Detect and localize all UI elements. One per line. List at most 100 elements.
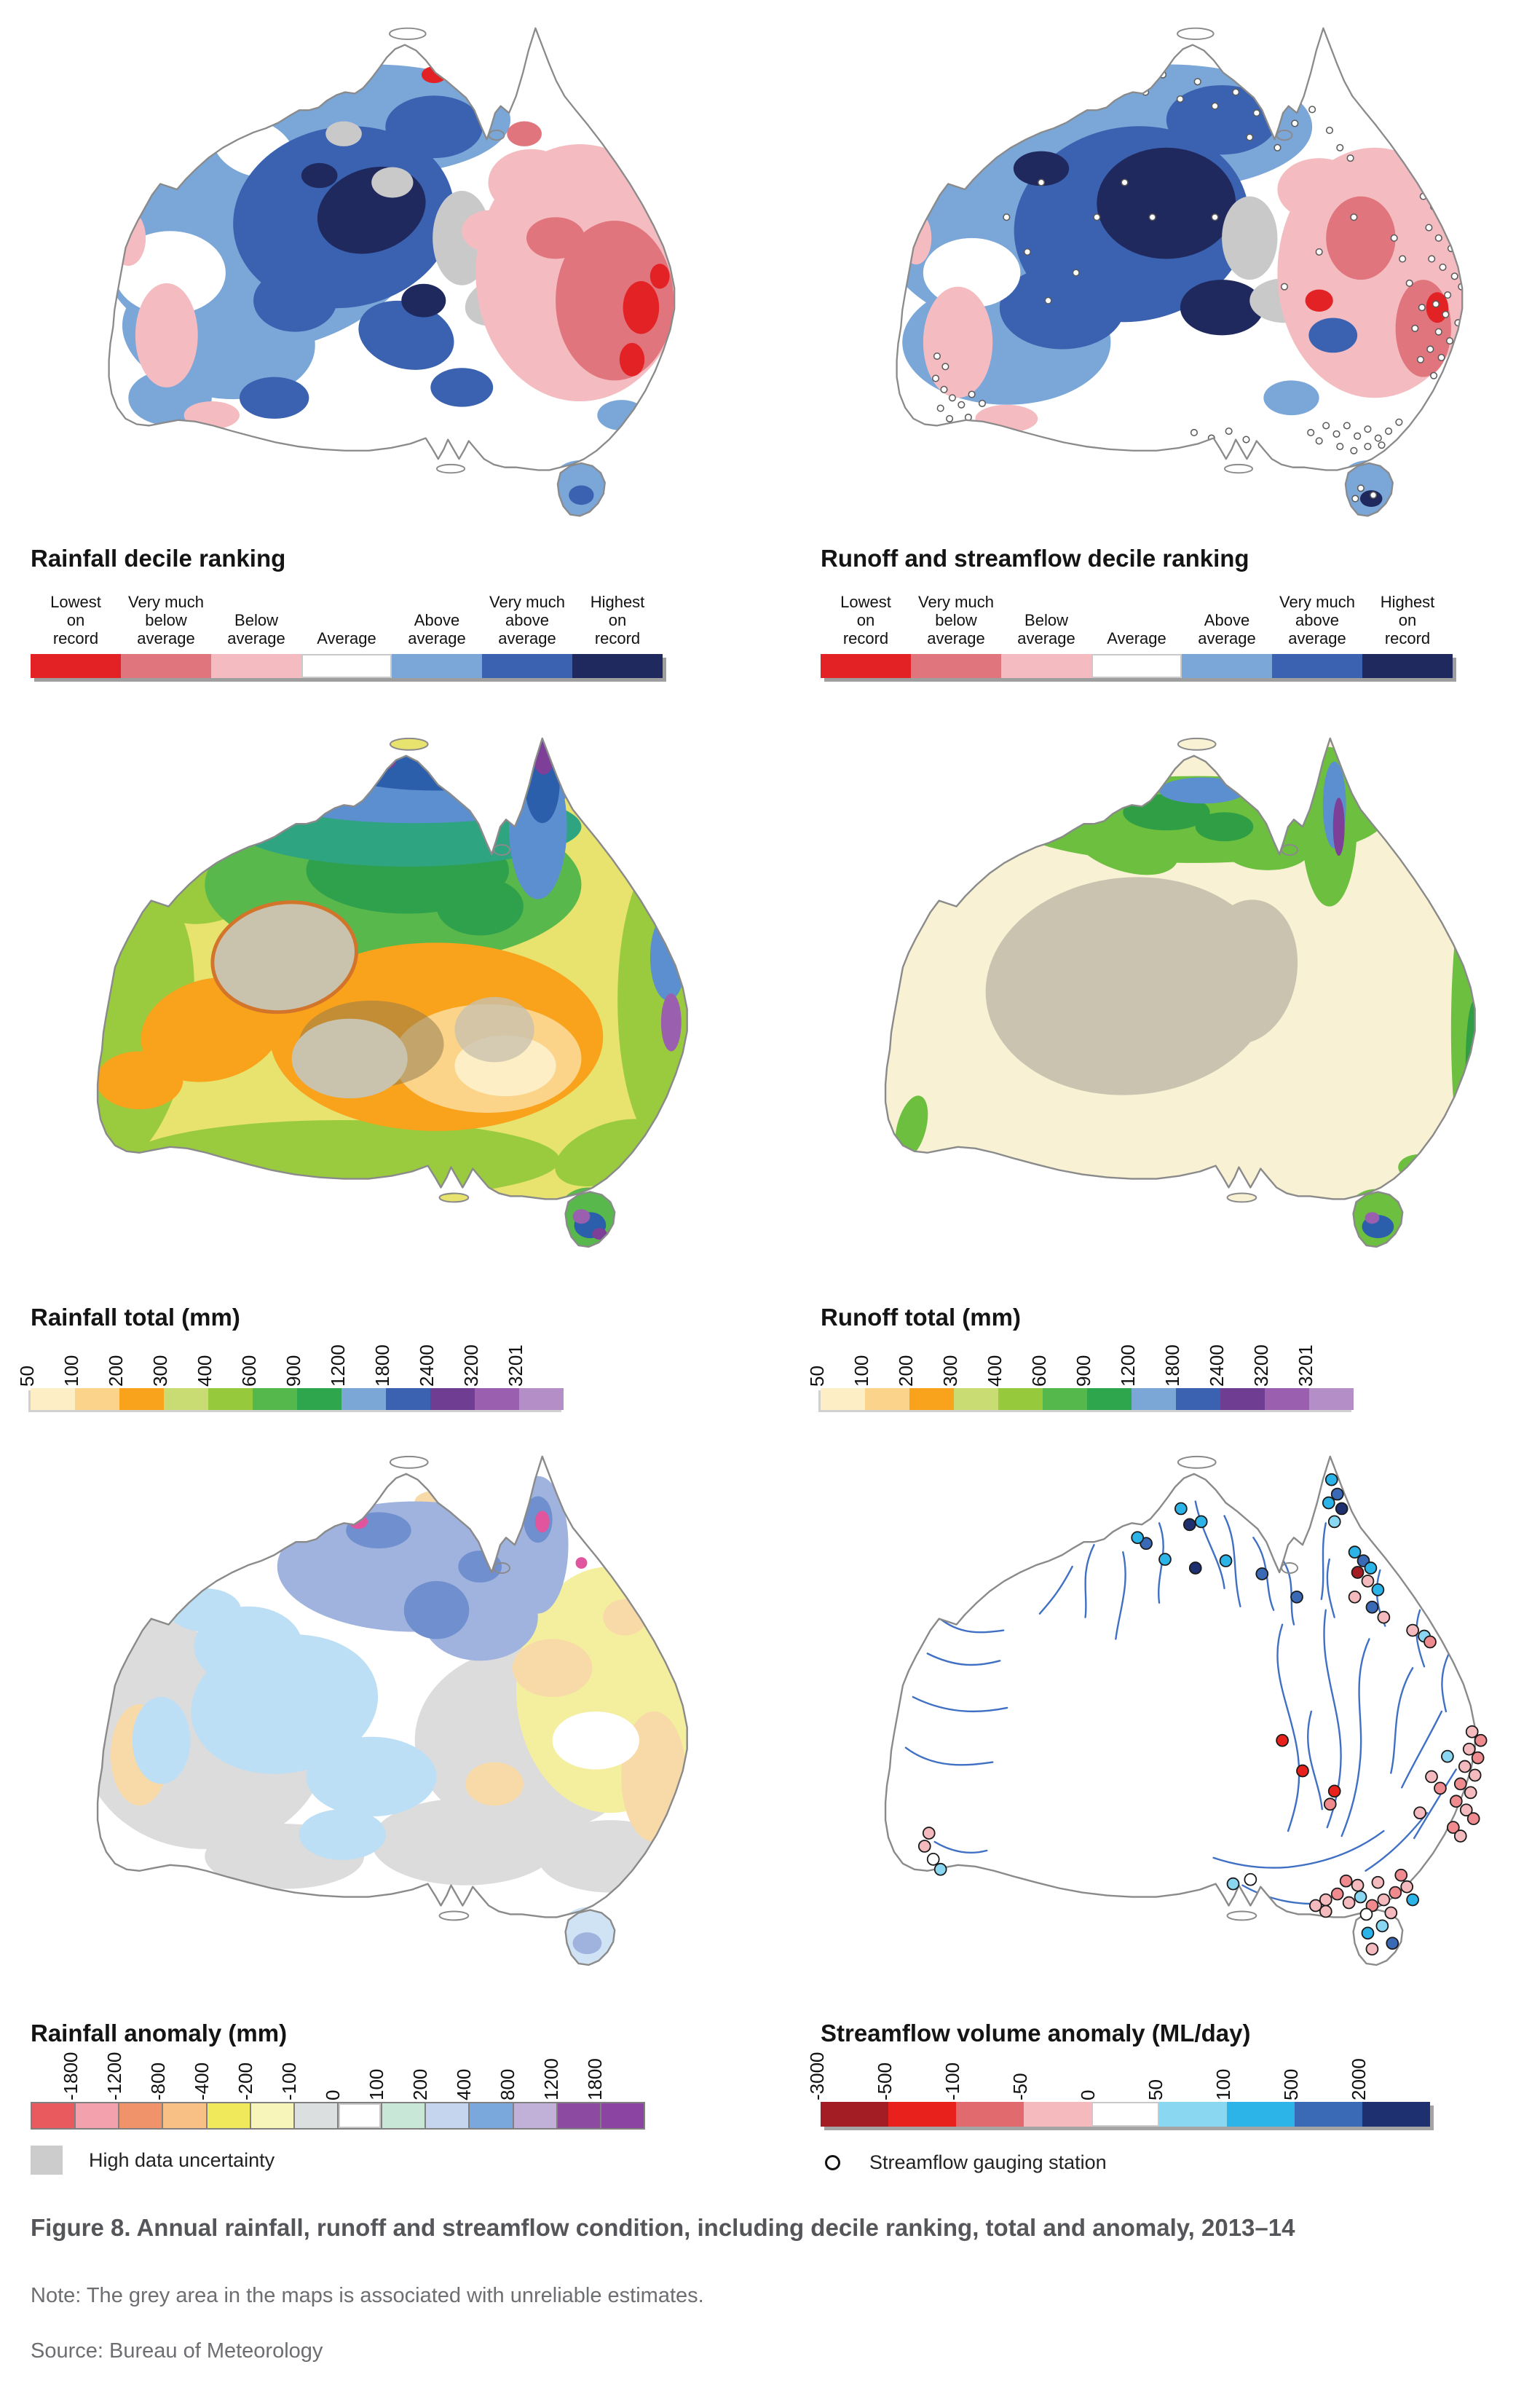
decile-seg-3: [1091, 654, 1182, 678]
color-bar: [821, 1388, 1354, 1410]
bar-seg-11: [1309, 1388, 1354, 1410]
legend-rainfall-anomaly: -1800 -1200 -800 -400 -200 -100 0 100 200 400 800 1…: [31, 2042, 645, 2130]
title-rainfall-total: Rainfall total (mm): [31, 1304, 240, 1331]
decile-label-3: Average: [1107, 629, 1166, 648]
bar-seg-7: [336, 2103, 382, 2128]
tick-900: 900: [1073, 1355, 1094, 1387]
bar-seg-3: [954, 1388, 998, 1410]
tick--50: -50: [1009, 2073, 1031, 2100]
bar-seg-9: [430, 1388, 475, 1410]
decile-label-0: Lowest on record: [840, 593, 891, 648]
bar-seg-4: [998, 1388, 1043, 1410]
figure-note: Note: The grey area in the maps is assoc…: [31, 2284, 704, 2307]
decile-seg-1: [911, 654, 1001, 678]
bar-seg-1: [888, 2102, 956, 2127]
bar-seg-8: [386, 1388, 430, 1410]
tick-row: 50 100 200 300 400 600 900 1200 1800 2400 3200 3201: [16, 1328, 564, 1387]
tick-100: 100: [850, 1355, 872, 1387]
decile-label-2: Below average: [227, 611, 285, 648]
tick-400: 400: [453, 2068, 475, 2100]
title-rainfall-decile: Rainfall decile ranking: [31, 545, 286, 572]
bar-seg-5: [1159, 2102, 1227, 2127]
bar-seg-4: [208, 1388, 253, 1410]
title-runoff-decile: Runoff and streamflow decile ranking: [821, 545, 1249, 572]
bar-seg-0: [821, 2102, 888, 2127]
tick-3201: 3201: [1295, 1344, 1316, 1387]
gauging-station-row: Streamflow gauging station: [821, 2151, 1107, 2174]
tick--400: -400: [191, 2062, 213, 2100]
tick-2400: 2400: [1206, 1344, 1228, 1387]
decile-label-5: Very much above average: [1279, 593, 1355, 648]
tick--200: -200: [234, 2062, 256, 2100]
tick-50: 50: [16, 1366, 38, 1387]
decile-seg-6: [572, 654, 663, 678]
tick-1800: 1800: [371, 1344, 393, 1387]
decile-seg-6: [1362, 654, 1453, 678]
bar-seg-1: [75, 1388, 119, 1410]
bar-seg-9: [425, 2103, 469, 2128]
legend-streamflow-anomaly: -3000 -500 -100 -50 0 50 100 500 2000: [806, 2042, 1430, 2130]
tick-1200: 1200: [540, 2058, 562, 2100]
bar-seg-6: [293, 2103, 337, 2128]
legend-rainfall-decile: Lowest on record Very much below average B…: [31, 586, 663, 678]
map-streamflow-anomaly: [810, 1436, 1516, 1972]
bar-seg-12: [556, 2103, 600, 2128]
tick-200: 200: [895, 1355, 917, 1387]
map-runoff-decile: [810, 9, 1516, 523]
bar-seg-11: [512, 2103, 556, 2128]
bar-seg-6: [1227, 2102, 1295, 2127]
bar-seg-2: [956, 2102, 1024, 2127]
bar-seg-3: [162, 2103, 206, 2128]
tick-100: 100: [1212, 2068, 1234, 2100]
tick-0: 0: [1077, 2089, 1099, 2100]
uncertainty-swatch: [31, 2146, 63, 2175]
tick-300: 300: [149, 1355, 171, 1387]
decile-label-4: Above average: [408, 611, 466, 648]
decile-label-3: Average: [317, 629, 376, 648]
tick--100: -100: [278, 2062, 300, 2100]
decile-seg-0: [821, 654, 911, 678]
map-rainfall-decile: [22, 9, 728, 523]
tick-400: 400: [194, 1355, 216, 1387]
legend-runoff-total: 50 100 200 300 400 600 900 1200 1800 2400 3200 3201: [806, 1328, 1354, 1413]
bar-seg-7: [1295, 2102, 1362, 2127]
bar-seg-5: [253, 1388, 297, 1410]
station-label: Streamflow gauging station: [869, 2151, 1107, 2173]
australia-map-rainfall-anomaly: [96, 1455, 688, 1966]
bar-seg-3: [1024, 2102, 1091, 2127]
tick-3201: 3201: [505, 1344, 526, 1387]
bar-seg-10: [1265, 1388, 1309, 1410]
bar-seg-11: [519, 1388, 564, 1410]
tick-3200: 3200: [1250, 1344, 1272, 1387]
tick-600: 600: [1028, 1355, 1050, 1387]
tick-100: 100: [60, 1355, 82, 1387]
decile-color-bar: [31, 654, 663, 678]
tick-1200: 1200: [327, 1344, 349, 1387]
australia-map-streamflow-anomaly: [884, 1455, 1488, 1966]
decile-label-0: Lowest on record: [50, 593, 101, 648]
bar-seg-3: [164, 1388, 208, 1410]
decile-label-4: Above average: [1198, 611, 1256, 648]
tick-1200: 1200: [1117, 1344, 1139, 1387]
tick-500: 500: [1280, 2068, 1302, 2100]
tick-row: -1800 -1200 -800 -400 -200 -100 0 100 200 400 800 1…: [31, 2042, 642, 2101]
bar-seg-6: [297, 1388, 341, 1410]
color-bar: [31, 2102, 645, 2130]
legend-rainfall-total: 50 100 200 300 400 600 900 1200 1800 2400 3200 3201: [16, 1328, 564, 1413]
map-rainfall-anomaly: [22, 1436, 728, 1972]
tick-row: -3000 -500 -100 -50 0 50 100 500 2000: [806, 2042, 1430, 2101]
tick-1800: 1800: [584, 2058, 606, 2100]
bar-seg-1: [74, 2103, 119, 2128]
bar-seg-10: [475, 1388, 519, 1410]
tick-row: 50 100 200 300 400 600 900 1200 1800 2400 3200 3201: [806, 1328, 1354, 1387]
tick-3200: 3200: [460, 1344, 482, 1387]
bar-seg-2: [118, 2103, 162, 2128]
tick--100: -100: [941, 2062, 963, 2100]
title-streamflow-anomaly: Streamflow volume anomaly (ML/day): [821, 2020, 1251, 2047]
tick-200: 200: [105, 1355, 127, 1387]
high-data-uncertainty-row: High data uncertainty: [31, 2146, 275, 2175]
decile-seg-5: [482, 654, 572, 678]
decile-label-2: Below average: [1017, 611, 1075, 648]
bar-seg-5: [1043, 1388, 1087, 1410]
